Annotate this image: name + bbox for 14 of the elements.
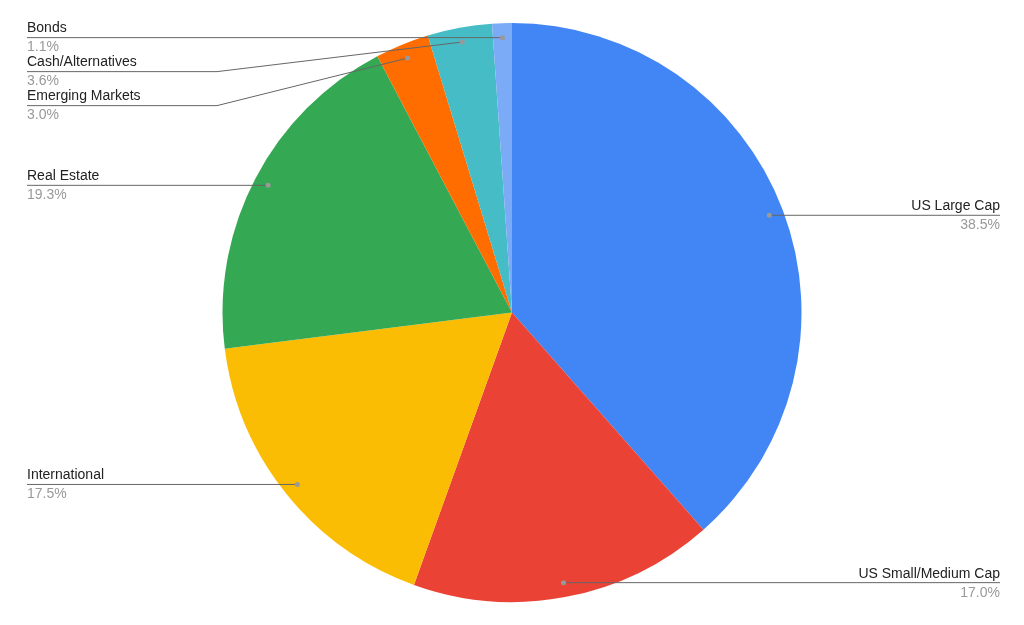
data-label: 19.3% (27, 186, 67, 203)
data-label: 38.5% (960, 216, 1000, 233)
slice-label: US Large Cap (911, 197, 1001, 214)
slice-label: Cash/Alternatives (27, 53, 137, 70)
data-label: 17.5% (27, 485, 67, 502)
data-label: 3.0% (27, 106, 59, 123)
slice-label: Real Estate (27, 167, 100, 184)
slice-label: International (27, 466, 105, 483)
slice-label: US Small/Medium Cap (858, 564, 1001, 581)
data-label: 1.1% (27, 38, 59, 55)
data-label: 17.0% (960, 583, 1000, 600)
slice-label: Emerging Markets (27, 87, 141, 104)
data-label: 3.6% (27, 72, 59, 89)
slice-label: Bonds (27, 19, 67, 36)
